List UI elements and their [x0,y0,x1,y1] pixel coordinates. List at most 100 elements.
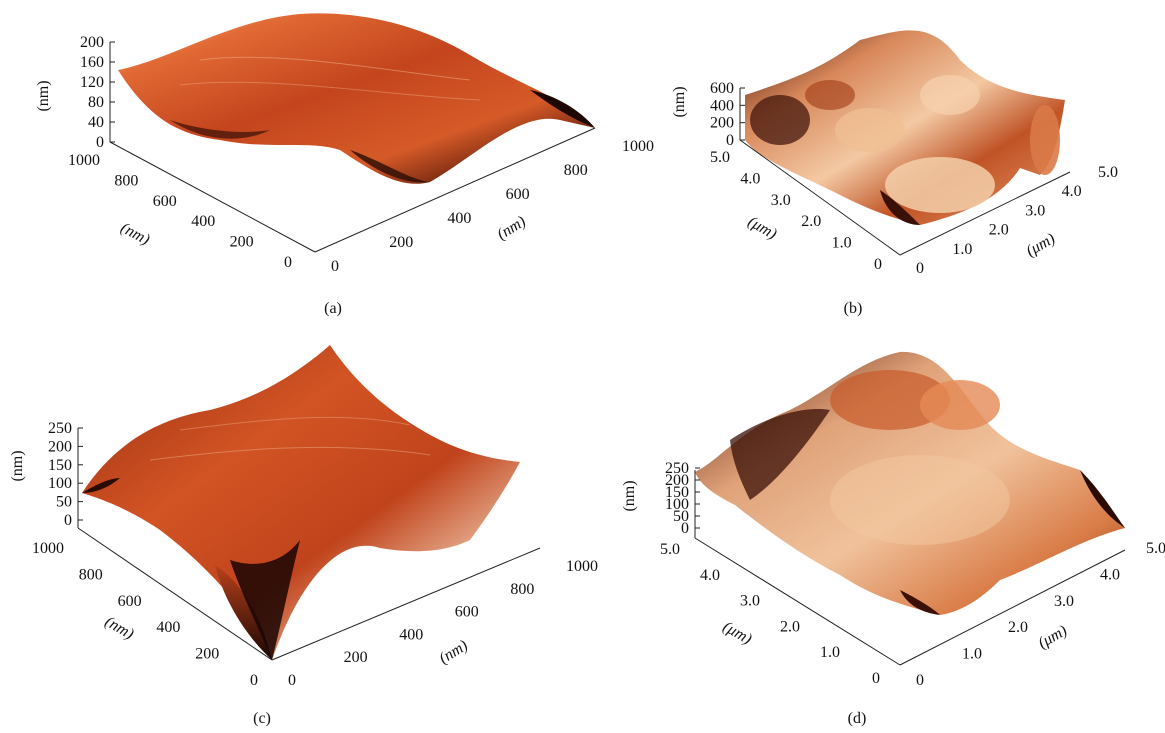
left-tick-label: 2.0 [801,213,821,230]
right-tick-label: 0 [916,260,924,277]
left-tick-label: 1000 [68,152,100,169]
left-tick-label: 5.0 [710,149,730,166]
z-tick-label: 600 [710,80,734,97]
panel-d-caption: (d) [848,710,867,727]
panel-b-surface [745,30,1065,226]
left-tick-label: 800 [79,566,103,583]
panel-d-right-ticks: 0 1.0 2.0 3.0 4.0 5.0 [916,540,1165,689]
right-tick-label: 1000 [622,138,654,155]
left-tick-label: 5.0 [660,541,680,558]
left-tick-label: 4.0 [740,170,760,187]
left-tick-label: 800 [114,172,138,189]
z-tick-label: 0 [726,132,734,149]
left-tick-label: 3.0 [740,593,760,610]
left-tick-label: 0 [250,672,258,689]
panel-c-surface [82,345,520,660]
panel-b-right-ticks: 0 1.0 2.0 3.0 4.0 5.0 [916,164,1118,277]
right-tick-label: 1.0 [952,241,972,258]
right-tick-label: 2.0 [1008,619,1028,636]
panel-a-right-ticks: 0 200 400 600 800 1000 [331,138,654,275]
panel-d-right-axis-label: (μm) [1035,622,1070,652]
panel-c-caption: (c) [253,710,271,727]
z-tick-label: 200 [710,115,734,132]
panel-a-surface [118,13,595,184]
right-tick-label: 4.0 [1062,183,1082,200]
panel-d-left-axis-label: (μm) [720,618,755,648]
right-tick-label: 0 [331,258,339,275]
right-tick-label: 3.0 [1054,593,1074,610]
panel-a-left-axis-label: (nm) [118,219,153,248]
right-tick-label: 2.0 [989,222,1009,239]
z-tick-label: 200 [80,34,104,51]
panel-a-z-label: (nm) [35,80,52,111]
left-tick-label: 400 [156,619,180,636]
z-tick-label: 160 [80,54,104,71]
panel-d-z-label: (nm) [621,480,638,511]
z-tick-label: 80 [88,94,104,111]
z-tick-label: 120 [80,74,104,91]
right-tick-label: 5.0 [1098,164,1118,181]
right-tick-label: 3.0 [1025,202,1045,219]
left-tick-label: 1.0 [832,235,852,252]
z-tick-label: 250 [48,420,72,437]
left-tick-label: 4.0 [700,567,720,584]
right-tick-label: 600 [455,604,479,621]
z-tick-label: 150 [665,484,689,501]
right-tick-label: 400 [447,210,471,227]
panel-a-axes [109,42,596,253]
panel-c-right-ticks: 0 200 400 600 800 1000 [288,558,598,689]
right-tick-label: 800 [564,162,588,179]
right-tick-label: 5.0 [1146,540,1165,557]
panel-d-surface [695,351,1125,615]
z-tick-label: 50 [56,494,72,511]
panel-a-right-axis-label: (nm) [494,213,529,243]
panel-a-left-ticks: 0 200 400 600 800 1000 [68,152,292,271]
left-tick-label: 600 [153,193,177,210]
right-tick-label: 0 [288,672,296,689]
right-tick-label: 600 [506,186,530,203]
left-tick-label: 200 [230,234,254,251]
right-tick-label: 200 [389,234,413,251]
panel-c-left-axis-label: (nm) [102,613,137,643]
panel-b-axes [739,88,1071,256]
z-tick-label: 400 [710,97,734,114]
z-tick-label: 0 [96,134,104,151]
panel-b-right-axis-label: (μm) [1023,230,1058,260]
panel-b-left-ticks: 0 1.0 2.0 3.0 4.0 5.0 [710,149,882,273]
z-tick-label: 0 [64,512,72,529]
left-tick-label: 400 [191,213,215,230]
panel-a-z-ticks: 0 40 80 120 160 200 [80,34,115,151]
z-tick-label: 250 [665,460,689,477]
panel-b-left-axis-label: (μm) [745,213,780,243]
right-tick-label: 400 [399,626,423,643]
panel-c-left-ticks: 0 200 400 600 800 1000 [32,540,258,689]
z-tick-label: 100 [665,496,689,513]
panel-c-z-label: (nm) [9,450,26,481]
z-tick-label: 150 [48,457,72,474]
panel-a-caption: (a) [324,300,342,317]
left-tick-label: 2.0 [780,618,800,635]
z-tick-label: 100 [48,475,72,492]
left-tick-label: 1000 [32,540,64,557]
right-tick-label: 0 [916,672,924,689]
z-tick-label: 40 [88,114,104,131]
panel-b-z-label: (nm) [671,86,688,117]
right-tick-label: 200 [344,649,368,666]
z-tick-label: 50 [673,508,689,525]
left-tick-label: 0 [284,254,292,271]
right-tick-label: 4.0 [1100,566,1120,583]
panel-d-left-ticks: 0 1.0 2.0 3.0 4.0 5.0 [660,541,880,687]
left-tick-label: 600 [118,593,142,610]
right-tick-label: 1000 [566,558,598,575]
left-tick-label: 0 [874,256,882,273]
left-tick-label: 200 [195,646,219,663]
z-tick-label: 0 [681,520,689,537]
left-tick-label: 1.0 [820,644,840,661]
left-tick-label: 0 [872,670,880,687]
